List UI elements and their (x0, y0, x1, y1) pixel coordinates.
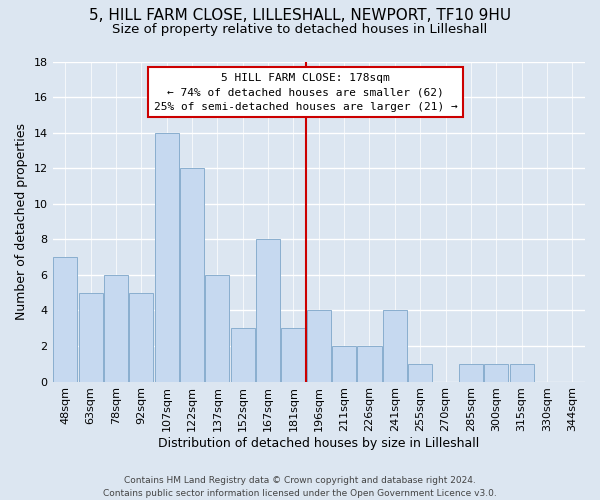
Bar (281, 328, 305, 382)
Bar (509, 364, 533, 382)
Text: Size of property relative to detached houses in Lilleshall: Size of property relative to detached ho… (112, 22, 488, 36)
Bar (459, 364, 483, 382)
Bar (53, 257, 77, 382)
Bar (230, 328, 255, 382)
Bar (155, 132, 179, 382)
Bar (104, 275, 128, 382)
Bar (408, 364, 432, 382)
Bar (307, 310, 331, 382)
Bar (129, 292, 154, 382)
Bar (205, 275, 229, 382)
Bar (180, 168, 204, 382)
Bar (383, 310, 407, 382)
Y-axis label: Number of detached properties: Number of detached properties (15, 123, 28, 320)
Bar (256, 240, 280, 382)
X-axis label: Distribution of detached houses by size in Lilleshall: Distribution of detached houses by size … (158, 437, 479, 450)
Text: 5 HILL FARM CLOSE: 178sqm
← 74% of detached houses are smaller (62)
25% of semi-: 5 HILL FARM CLOSE: 178sqm ← 74% of detac… (154, 72, 457, 112)
Bar (484, 364, 508, 382)
Bar (79, 292, 103, 382)
Bar (332, 346, 356, 382)
Text: 5, HILL FARM CLOSE, LILLESHALL, NEWPORT, TF10 9HU: 5, HILL FARM CLOSE, LILLESHALL, NEWPORT,… (89, 8, 511, 22)
Bar (358, 346, 382, 382)
Text: Contains HM Land Registry data © Crown copyright and database right 2024.
Contai: Contains HM Land Registry data © Crown c… (103, 476, 497, 498)
